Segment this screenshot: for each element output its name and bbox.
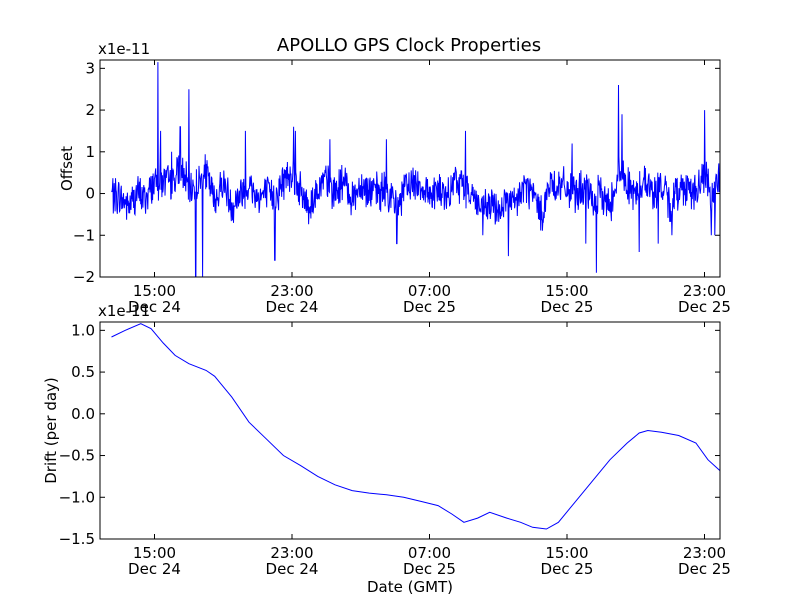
xtick-date-label: Dec 25 <box>678 298 731 316</box>
drift-plot-frame <box>100 322 720 539</box>
ytick-label: −2 <box>73 268 95 286</box>
ytick-label: 1.0 <box>71 321 95 339</box>
xtick-date-label: Dec 25 <box>403 560 456 578</box>
ytick-label: 0.5 <box>71 363 95 381</box>
ytick-label: 0.0 <box>71 405 95 423</box>
offset-ytick-labels: −2 −1 0 1 2 3 <box>73 59 95 286</box>
ytick-label: −1 <box>73 226 95 244</box>
xtick-date-label: Dec 24 <box>266 298 319 316</box>
gps-clock-figure: APOLLO GPS Clock Properties −2 −1 0 1 2 3 15:… <box>0 0 800 600</box>
xtick-date-label: Dec 24 <box>266 560 319 578</box>
ytick-label: 2 <box>85 101 95 119</box>
offset-ylabel: Offset <box>58 146 76 191</box>
drift-xlabel: Date (GMT) <box>367 578 453 596</box>
offset-plot-frame <box>100 60 720 277</box>
drift-exponent-label: x1e-11 <box>98 302 150 320</box>
drift-ytick-labels: −1.5 −1.0 −0.5 0.0 0.5 1.0 <box>59 321 95 548</box>
xtick-date-label: Dec 25 <box>403 298 456 316</box>
ytick-label: −1.5 <box>59 530 95 548</box>
ytick-label: 3 <box>85 59 95 77</box>
xtick-date-label: Dec 25 <box>541 298 594 316</box>
ytick-label: 1 <box>85 143 95 161</box>
drift-ylabel: Drift (per day) <box>42 377 60 484</box>
xtick-date-label: Dec 25 <box>541 560 594 578</box>
offset-exponent-label: x1e-11 <box>98 40 150 58</box>
ytick-label: −1.0 <box>59 488 95 506</box>
xtick-date-label: Dec 25 <box>678 560 731 578</box>
chart-title: APOLLO GPS Clock Properties <box>277 35 541 56</box>
xtick-date-label: Dec 24 <box>128 560 181 578</box>
ytick-label: 0 <box>85 185 95 203</box>
ytick-label: −0.5 <box>59 447 95 465</box>
